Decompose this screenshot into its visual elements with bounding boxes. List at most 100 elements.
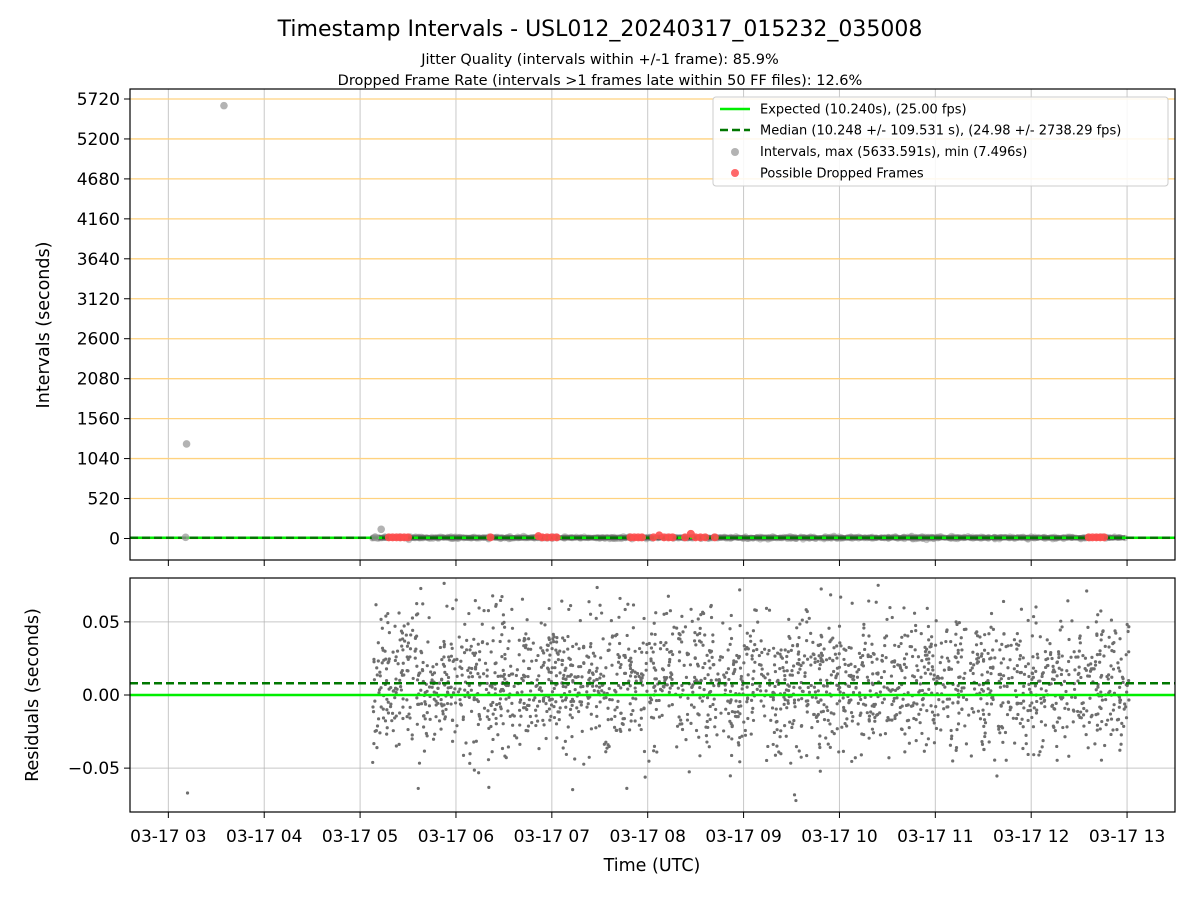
residual-point	[1096, 712, 1100, 716]
residual-point	[1094, 620, 1098, 624]
residual-point	[567, 656, 571, 660]
residual-point	[1123, 702, 1127, 706]
residual-point	[1102, 654, 1106, 658]
residual-point	[1059, 672, 1064, 677]
residual-point	[841, 696, 845, 700]
residual-point	[696, 664, 700, 668]
residual-point	[373, 699, 377, 703]
residual-point	[987, 740, 991, 744]
residual-point	[775, 728, 779, 732]
residual-point	[689, 703, 694, 707]
residual-point	[1004, 758, 1008, 762]
residual-point	[382, 658, 386, 662]
residual-point	[378, 674, 382, 678]
residual-point	[1127, 650, 1131, 654]
residual-point	[416, 612, 420, 616]
residual-point	[455, 657, 459, 662]
residual-point	[468, 648, 472, 652]
residual-point	[826, 742, 830, 746]
residual-point	[631, 696, 635, 700]
dropped-frame-point	[710, 533, 719, 542]
residual-point	[629, 660, 633, 664]
residual-point	[1124, 705, 1128, 709]
residual-point	[547, 707, 552, 711]
residual-point	[918, 682, 922, 686]
residual-point	[1088, 696, 1092, 700]
residual-point	[1037, 753, 1041, 757]
residual-point	[547, 658, 551, 662]
residual-point	[507, 695, 511, 700]
residual-point	[1016, 712, 1020, 717]
residual-point	[818, 734, 822, 738]
residuals-marks	[130, 581, 1175, 803]
residual-point	[587, 670, 591, 674]
residual-point	[550, 690, 555, 694]
residual-point	[446, 686, 450, 690]
residual-point	[771, 695, 775, 700]
residual-point	[389, 685, 393, 690]
residual-point	[998, 648, 1002, 652]
residual-point	[482, 706, 487, 710]
residual-point	[728, 701, 732, 705]
residual-point	[792, 698, 797, 702]
residual-point	[395, 687, 399, 691]
residual-point	[501, 668, 505, 672]
residual-point	[455, 674, 459, 678]
residual-point	[733, 667, 737, 672]
residual-point	[633, 686, 637, 690]
residual-point	[1095, 632, 1099, 636]
residual-point	[1011, 716, 1015, 720]
residual-point	[473, 599, 477, 603]
residual-point	[821, 660, 825, 664]
residual-point	[982, 724, 986, 728]
residual-point	[469, 644, 473, 648]
residual-point	[681, 688, 685, 692]
residual-point	[385, 708, 389, 712]
residual-point	[503, 657, 507, 661]
residual-point	[829, 711, 833, 715]
residual-point	[829, 673, 833, 677]
residual-point	[980, 673, 984, 677]
residual-point	[460, 666, 464, 671]
residual-point	[618, 727, 622, 731]
residual-point	[401, 716, 405, 721]
residual-point	[662, 612, 666, 616]
residual-point	[415, 678, 420, 682]
residual-point	[574, 642, 578, 646]
residual-point	[1078, 636, 1082, 640]
residual-point	[706, 713, 710, 717]
residual-point	[726, 667, 731, 671]
residual-point	[1005, 684, 1009, 689]
x-tick-label: 03-17 11	[897, 827, 973, 847]
residual-point	[762, 704, 766, 708]
residuals-y-tick-label: 0.05	[82, 613, 120, 633]
residual-point	[1026, 709, 1030, 713]
residual-point	[956, 651, 960, 655]
residual-point	[774, 707, 778, 711]
residual-point	[1046, 663, 1050, 668]
residual-point	[586, 702, 590, 706]
residual-point	[799, 724, 804, 728]
residual-point	[685, 712, 690, 717]
residual-point	[530, 659, 534, 663]
residual-point	[970, 707, 974, 711]
residual-point	[698, 754, 702, 758]
residual-point	[945, 705, 949, 709]
residual-point	[509, 672, 514, 676]
residual-point	[563, 739, 567, 744]
residual-point	[386, 711, 391, 715]
residual-point	[637, 723, 641, 727]
residual-point	[839, 595, 843, 599]
residual-point	[684, 738, 688, 742]
residual-point	[535, 683, 539, 688]
residual-point	[742, 720, 746, 724]
residual-point	[1066, 599, 1070, 603]
residual-point	[610, 698, 614, 702]
residual-point	[976, 656, 981, 660]
residual-point	[625, 786, 629, 791]
residual-point	[469, 709, 474, 713]
residual-point	[500, 655, 504, 659]
residual-point	[728, 627, 732, 631]
residual-point	[473, 667, 478, 671]
residual-point	[594, 726, 598, 730]
